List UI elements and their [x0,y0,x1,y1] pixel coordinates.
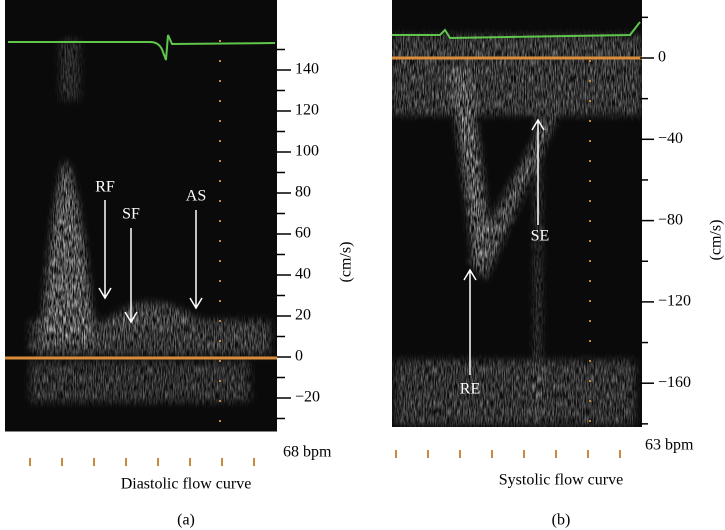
tick-label: 80 [295,184,311,201]
sweep-speed: 75 mm/s [477,428,533,445]
annotation: AS [186,188,206,205]
unit-label: (cm/s) [708,220,725,261]
y-axis-a: 140 120 100 80 60 40 20 0 −20 [277,48,320,420]
tick-label: 40 [295,266,311,283]
annotation: RF [95,179,115,196]
caption: Diastolic flow curve [121,476,252,493]
panel-label: (b) [552,512,571,529]
tick-label: 140 [295,61,319,78]
tick-label: −20 [295,389,320,406]
tick-label: −40 [658,130,683,147]
sweep-speed: 75 mm/s [122,432,178,449]
heart-rate: 63 bpm [645,437,694,454]
tick-label: 120 [295,102,319,119]
caption: Systolic flow curve [499,472,623,489]
tick-label: 0 [295,348,303,365]
tick-label: 20 [295,307,311,324]
tick-label: 60 [295,225,311,242]
tick-label: −120 [658,293,691,310]
annotation: RE [460,381,480,398]
y-axis-b: 0 −40 −80 −120 −160 [640,16,691,425]
time-ticks [29,450,621,466]
tick-label: −160 [658,374,691,391]
annotation: SE [531,228,550,245]
unit-label: (cm/s) [338,242,355,283]
tick-label: −80 [658,211,683,228]
doppler-image-a [5,0,277,433]
arrows [98,118,545,375]
tick-label: 0 [658,49,666,66]
heart-rate: 68 bpm [283,444,332,461]
annotation: SF [122,206,140,223]
doppler-image-b [392,0,642,427]
tick-label: 100 [295,143,319,160]
panel-label: (a) [177,512,195,529]
